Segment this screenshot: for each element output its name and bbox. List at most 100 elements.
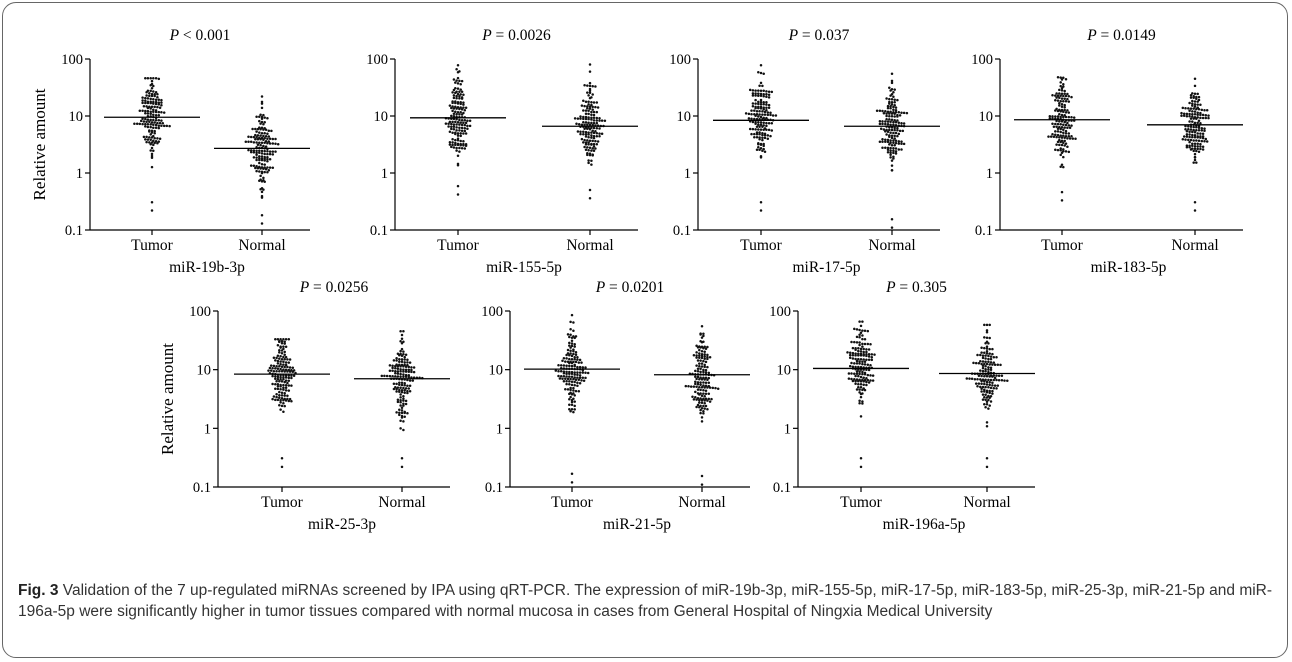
data-point (870, 353, 874, 356)
data-point (763, 110, 767, 114)
data-point (706, 357, 709, 361)
data-point (149, 110, 152, 113)
data-point (759, 115, 763, 119)
data-point (861, 402, 864, 405)
data-point (456, 138, 460, 142)
data-point (403, 355, 406, 359)
data-point (867, 381, 871, 384)
data-point (1189, 148, 1193, 151)
data-point (704, 384, 708, 388)
data-point (881, 122, 884, 126)
data-point (408, 361, 412, 364)
data-point (1006, 379, 1009, 382)
data-point (1066, 92, 1069, 96)
data-point (157, 126, 161, 130)
data-point (279, 367, 282, 371)
data-point (857, 354, 860, 357)
data-point (395, 411, 398, 414)
data-point (460, 146, 464, 150)
data-point (1062, 110, 1065, 113)
data-point (459, 121, 462, 124)
data-point (754, 128, 757, 131)
data-point (890, 144, 894, 147)
data-point (980, 390, 983, 393)
data-point (451, 109, 454, 113)
data-point (698, 393, 701, 396)
data-point (254, 127, 257, 131)
data-point (759, 71, 763, 75)
data-point (267, 169, 271, 172)
data-point (451, 91, 454, 94)
data-point (1201, 116, 1205, 120)
data-point (992, 361, 996, 364)
data-point (554, 369, 558, 372)
data-point (587, 161, 590, 165)
data-point (695, 398, 698, 401)
data-point (1062, 128, 1065, 131)
data-point (896, 98, 899, 102)
data-point (974, 382, 978, 385)
data-point (1200, 129, 1204, 132)
data-point (268, 142, 272, 145)
data-point (404, 375, 408, 379)
data-point (993, 384, 997, 387)
data-point (890, 226, 894, 229)
data-point (761, 138, 764, 142)
data-point (275, 395, 278, 399)
data-point (455, 146, 458, 150)
data-point (765, 90, 768, 93)
y-tick-label: 10 (197, 363, 212, 379)
data-point (700, 341, 704, 344)
data-point (888, 97, 891, 101)
data-point (255, 156, 258, 159)
x-category-label: Normal (1171, 237, 1218, 254)
data-point (258, 151, 261, 155)
x-category-label: Tumor (437, 237, 479, 254)
data-point (160, 119, 163, 122)
data-point (279, 354, 282, 358)
data-point (702, 347, 705, 350)
data-point (857, 379, 860, 383)
data-point (861, 400, 864, 403)
data-point (286, 365, 289, 369)
data-point (590, 113, 593, 117)
data-point (1063, 92, 1066, 96)
data-point (148, 141, 151, 144)
data-point (1054, 130, 1057, 133)
data-point (573, 343, 576, 346)
data-point (892, 149, 895, 153)
data-point (989, 378, 993, 382)
data-point (568, 335, 571, 339)
data-point (759, 123, 763, 127)
data-point (865, 348, 868, 351)
data-point (565, 370, 568, 374)
data-point (570, 344, 574, 348)
data-point (984, 406, 987, 409)
data-point (145, 91, 148, 94)
data-point (881, 109, 884, 113)
data-point (399, 419, 402, 423)
data-point (279, 337, 282, 341)
data-point (1196, 145, 1199, 148)
dots-normal (1180, 77, 1210, 212)
data-point (859, 392, 863, 396)
data-point (396, 372, 400, 375)
data-point (572, 352, 575, 356)
data-point (987, 357, 990, 361)
data-point (854, 352, 857, 355)
data-point (702, 412, 705, 415)
data-point (900, 121, 903, 125)
data-point (460, 97, 464, 100)
data-point (259, 167, 262, 170)
data-point (591, 108, 594, 111)
data-point (455, 149, 458, 152)
data-point (284, 363, 288, 367)
data-point (854, 374, 857, 378)
data-point (588, 153, 592, 157)
data-point (1192, 161, 1195, 164)
data-point (1056, 133, 1060, 137)
data-point (284, 384, 288, 387)
data-point (855, 362, 859, 365)
data-point (765, 121, 768, 125)
data-point (896, 128, 899, 132)
